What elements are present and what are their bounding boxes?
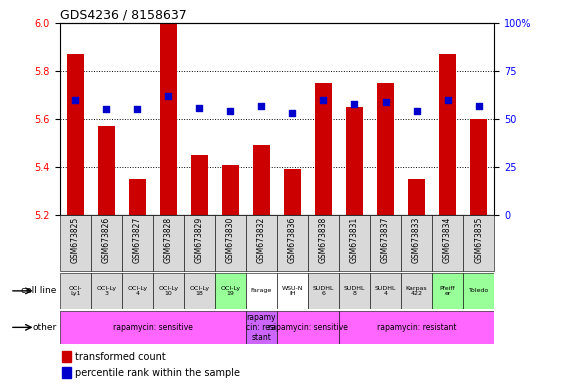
FancyBboxPatch shape (277, 273, 308, 309)
Text: Pfeiff
er: Pfeiff er (440, 286, 456, 296)
Point (443, 97, 452, 103)
Point (350, 101, 359, 107)
Text: GSM673835: GSM673835 (474, 217, 483, 263)
FancyBboxPatch shape (277, 311, 339, 344)
Text: GSM673825: GSM673825 (70, 217, 80, 263)
Bar (62, 367, 72, 379)
Bar (346, 107, 363, 215)
FancyBboxPatch shape (184, 215, 215, 271)
Point (102, 106, 111, 113)
Text: SUDHL
8: SUDHL 8 (344, 286, 365, 296)
Text: GSM673830: GSM673830 (226, 217, 235, 263)
FancyBboxPatch shape (432, 273, 463, 309)
Text: Farage: Farage (250, 288, 272, 293)
Text: OCI-Ly
18: OCI-Ly 18 (189, 286, 210, 296)
Point (195, 104, 204, 111)
Bar (222, 165, 239, 215)
Point (474, 103, 483, 109)
FancyBboxPatch shape (308, 215, 339, 271)
FancyBboxPatch shape (339, 273, 370, 309)
Bar (62, 351, 72, 362)
FancyBboxPatch shape (339, 215, 370, 271)
Bar (191, 155, 208, 215)
Bar (66, 54, 83, 215)
Text: GSM673826: GSM673826 (102, 217, 111, 263)
Text: GSM673831: GSM673831 (350, 217, 359, 263)
FancyBboxPatch shape (91, 273, 122, 309)
Text: Karpas
422: Karpas 422 (406, 286, 427, 296)
Text: rapamy
cin: resi
stant: rapamy cin: resi stant (247, 313, 277, 341)
Bar (253, 146, 270, 215)
Text: Toledo: Toledo (469, 288, 489, 293)
FancyBboxPatch shape (246, 215, 277, 271)
Text: GSM673833: GSM673833 (412, 217, 421, 263)
Text: rapamycin: sensitive: rapamycin: sensitive (113, 323, 193, 332)
FancyBboxPatch shape (370, 215, 401, 271)
Text: OCI-Ly
19: OCI-Ly 19 (220, 286, 240, 296)
Text: GSM673828: GSM673828 (164, 217, 173, 263)
Bar (315, 83, 332, 215)
Text: OCI-Ly
3: OCI-Ly 3 (96, 286, 116, 296)
FancyBboxPatch shape (401, 215, 432, 271)
Text: rapamycin: sensitive: rapamycin: sensitive (268, 323, 348, 332)
Bar (408, 179, 425, 215)
FancyBboxPatch shape (215, 273, 246, 309)
Text: GSM673837: GSM673837 (381, 217, 390, 263)
Text: OCI-Ly
4: OCI-Ly 4 (127, 286, 147, 296)
Text: WSU-N
IH: WSU-N IH (282, 286, 303, 296)
FancyBboxPatch shape (339, 311, 494, 344)
Bar (98, 126, 115, 215)
Point (381, 99, 390, 105)
Bar (160, 23, 177, 215)
Text: GSM673832: GSM673832 (257, 217, 266, 263)
FancyBboxPatch shape (370, 273, 401, 309)
FancyBboxPatch shape (122, 215, 153, 271)
FancyBboxPatch shape (153, 215, 184, 271)
Text: GDS4236 / 8158637: GDS4236 / 8158637 (60, 9, 186, 22)
Point (226, 108, 235, 114)
FancyBboxPatch shape (91, 215, 122, 271)
FancyBboxPatch shape (122, 273, 153, 309)
Point (288, 110, 297, 116)
FancyBboxPatch shape (153, 273, 184, 309)
Bar (129, 179, 146, 215)
Point (70, 97, 80, 103)
Text: rapamycin: resistant: rapamycin: resistant (377, 323, 456, 332)
Bar (284, 169, 301, 215)
Text: cell line: cell line (22, 286, 57, 295)
Text: SUDHL
4: SUDHL 4 (375, 286, 396, 296)
Point (412, 108, 421, 114)
Point (133, 106, 142, 113)
Text: GSM673836: GSM673836 (288, 217, 297, 263)
Text: GSM673827: GSM673827 (133, 217, 142, 263)
FancyBboxPatch shape (60, 273, 91, 309)
FancyBboxPatch shape (463, 273, 494, 309)
FancyBboxPatch shape (463, 215, 494, 271)
FancyBboxPatch shape (246, 311, 277, 344)
Bar (439, 54, 456, 215)
FancyBboxPatch shape (184, 273, 215, 309)
FancyBboxPatch shape (215, 215, 246, 271)
Bar (377, 83, 394, 215)
Text: percentile rank within the sample: percentile rank within the sample (75, 368, 240, 378)
FancyBboxPatch shape (246, 273, 277, 309)
Text: GSM673829: GSM673829 (195, 217, 204, 263)
Text: GSM673838: GSM673838 (319, 217, 328, 263)
Text: other: other (32, 323, 57, 332)
Point (257, 103, 266, 109)
Text: OCI-
Ly1: OCI- Ly1 (68, 286, 82, 296)
Point (164, 93, 173, 99)
FancyBboxPatch shape (60, 215, 91, 271)
Text: OCI-Ly
10: OCI-Ly 10 (158, 286, 178, 296)
Text: GSM673834: GSM673834 (443, 217, 452, 263)
FancyBboxPatch shape (308, 273, 339, 309)
Point (319, 97, 328, 103)
FancyBboxPatch shape (277, 215, 308, 271)
FancyBboxPatch shape (401, 273, 432, 309)
FancyBboxPatch shape (432, 215, 463, 271)
Text: SUDHL
6: SUDHL 6 (313, 286, 334, 296)
FancyBboxPatch shape (60, 311, 246, 344)
Text: transformed count: transformed count (75, 351, 166, 362)
Bar (470, 119, 487, 215)
